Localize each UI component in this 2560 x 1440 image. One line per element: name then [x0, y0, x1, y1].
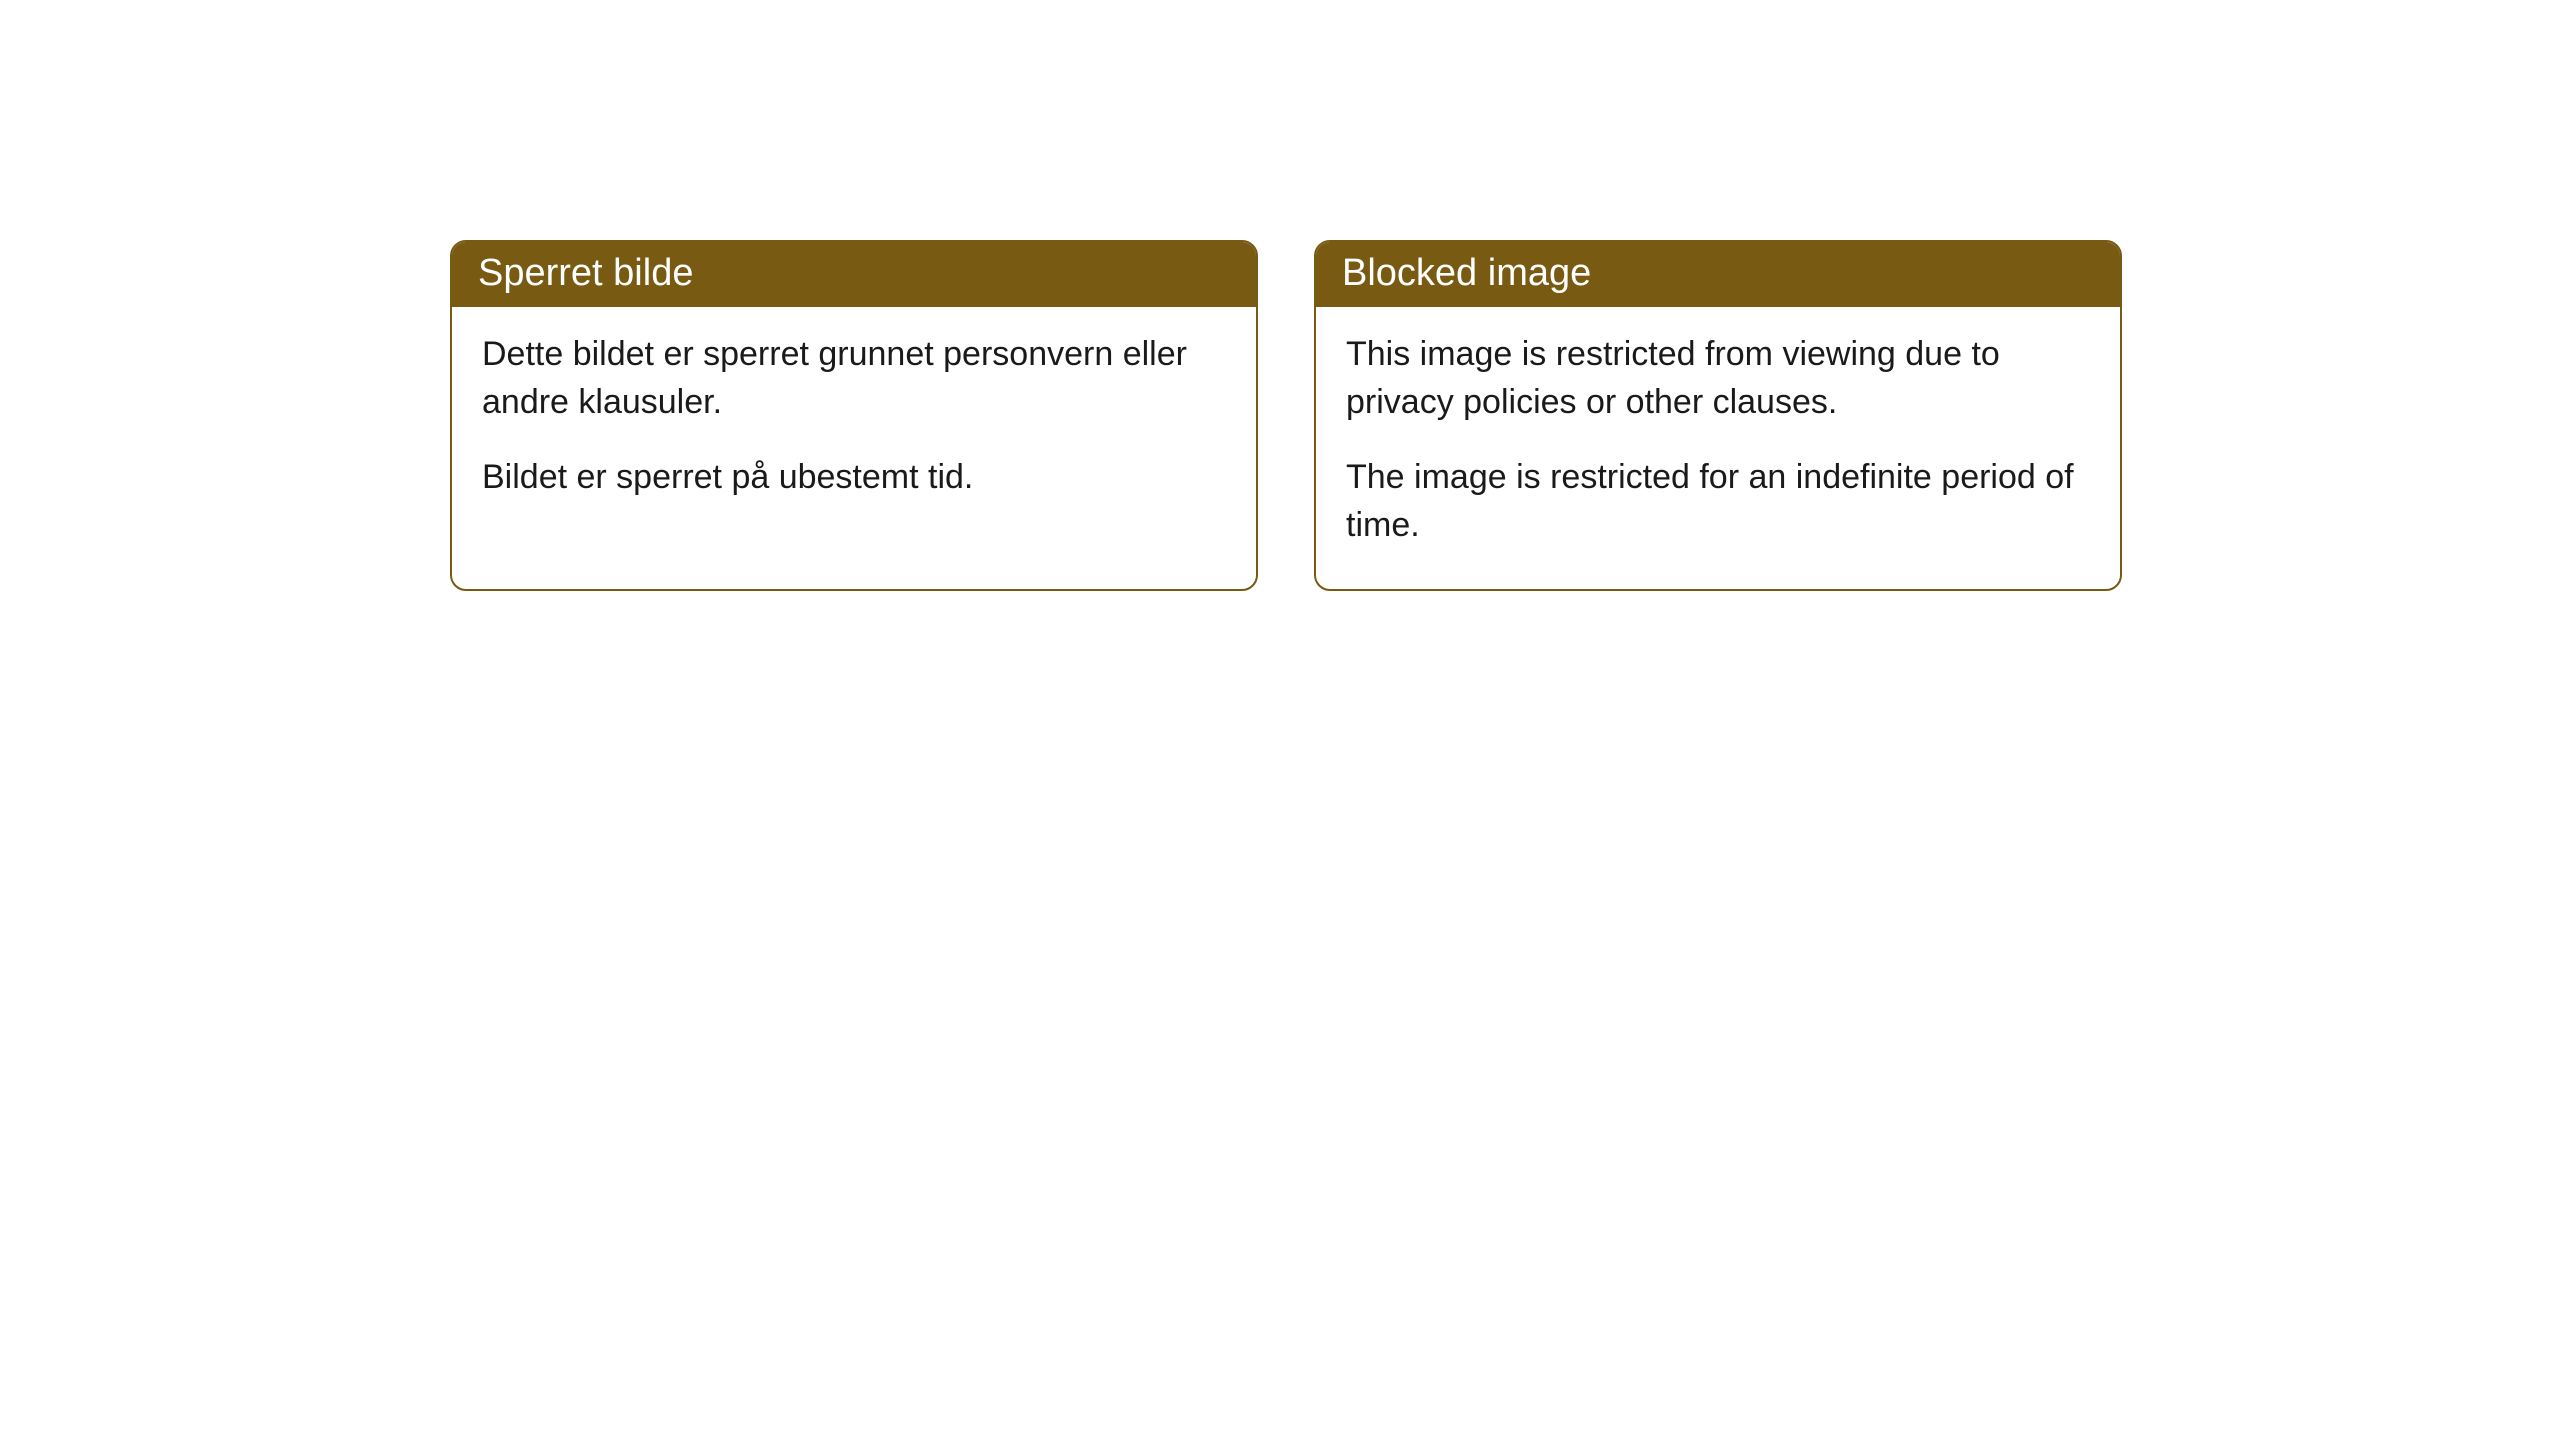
card-paragraph: Dette bildet er sperret grunnet personve…: [482, 331, 1226, 426]
blocked-image-card-en: Blocked image This image is restricted f…: [1314, 240, 2122, 591]
card-paragraph: Bildet er sperret på ubestemt tid.: [482, 454, 1226, 502]
card-paragraph: The image is restricted for an indefinit…: [1346, 454, 2090, 549]
notice-cards-container: Sperret bilde Dette bildet er sperret gr…: [450, 240, 2122, 591]
blocked-image-card-no: Sperret bilde Dette bildet er sperret gr…: [450, 240, 1258, 591]
card-header-en: Blocked image: [1316, 242, 2120, 307]
card-header-no: Sperret bilde: [452, 242, 1256, 307]
card-body-en: This image is restricted from viewing du…: [1316, 307, 2120, 589]
card-paragraph: This image is restricted from viewing du…: [1346, 331, 2090, 426]
card-body-no: Dette bildet er sperret grunnet personve…: [452, 307, 1256, 542]
